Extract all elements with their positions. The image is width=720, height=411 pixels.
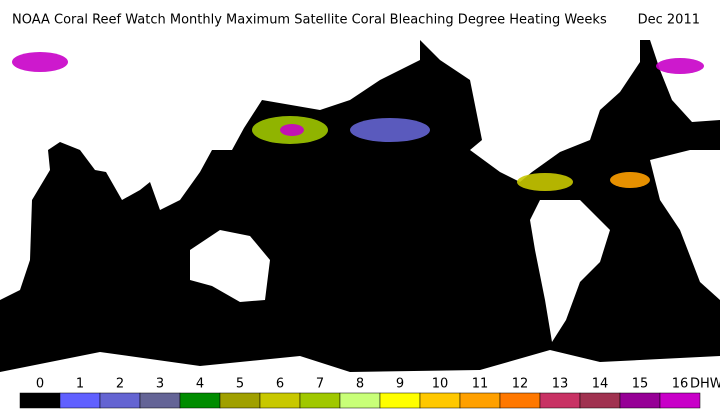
colorbar-swatch	[379, 392, 421, 409]
eurasia-africa	[0, 40, 420, 300]
colorbar-swatch	[259, 392, 301, 409]
world-map	[0, 40, 720, 380]
colorbar-label: 16	[672, 377, 689, 392]
colorbar-swatch	[539, 392, 581, 409]
colorbar-label: 15	[632, 377, 649, 392]
colorbar-label: 0	[36, 377, 44, 392]
colorbar-swatch	[499, 392, 541, 409]
colorbar-label: 6	[276, 377, 284, 392]
colorbar-label: 11	[472, 377, 489, 392]
colorbar-label: 12	[512, 377, 529, 392]
north-america	[420, 40, 640, 182]
colorbar-label: 1	[76, 377, 84, 392]
map-title: NOAA Coral Reef Watch Monthly Maximum Sa…	[12, 13, 607, 28]
colorbar: 0 1 2 3 4 5 6 7 8 9 10 11 12 13 14 15 16 DHW	[19, 377, 720, 409]
colorbar-label: 14	[592, 377, 609, 392]
colorbar-swatch	[219, 392, 261, 409]
australia	[190, 230, 270, 302]
colorbar-swatch	[419, 392, 461, 409]
heat-patch	[280, 124, 304, 136]
colorbar-swatch	[299, 392, 341, 409]
south-america	[530, 200, 610, 342]
colorbar-label: 10	[432, 377, 449, 392]
colorbar-swatch	[19, 392, 61, 409]
colorbar-label: 7	[316, 377, 324, 392]
colorbar-label: 4	[196, 377, 204, 392]
heat-patch	[350, 118, 430, 142]
colorbar-swatch	[139, 392, 181, 409]
colorbar-swatch	[179, 392, 221, 409]
map-date: Dec 2011	[638, 13, 700, 28]
heat-patch	[610, 172, 650, 188]
colorbar-unit: DHW	[690, 377, 720, 392]
heat-patch	[517, 173, 573, 191]
colorbar-label: 13	[552, 377, 569, 392]
colorbar-label: 8	[356, 377, 364, 392]
colorbar-label: 3	[156, 377, 164, 392]
colorbar-label: 5	[236, 377, 244, 392]
colorbar-swatch	[339, 392, 381, 409]
africa-east	[650, 150, 720, 300]
colorbar-label: 9	[396, 377, 404, 392]
colorbar-swatch	[459, 392, 501, 409]
antarctica	[0, 350, 720, 380]
heat-patch	[12, 52, 68, 72]
colorbar-label: 2	[116, 377, 124, 392]
colorbar-swatch	[99, 392, 141, 409]
colorbar-swatch	[579, 392, 621, 409]
heat-patch	[656, 58, 704, 74]
colorbar-swatch	[619, 392, 661, 409]
colorbar-swatch	[659, 392, 701, 409]
colorbar-swatch	[59, 392, 101, 409]
